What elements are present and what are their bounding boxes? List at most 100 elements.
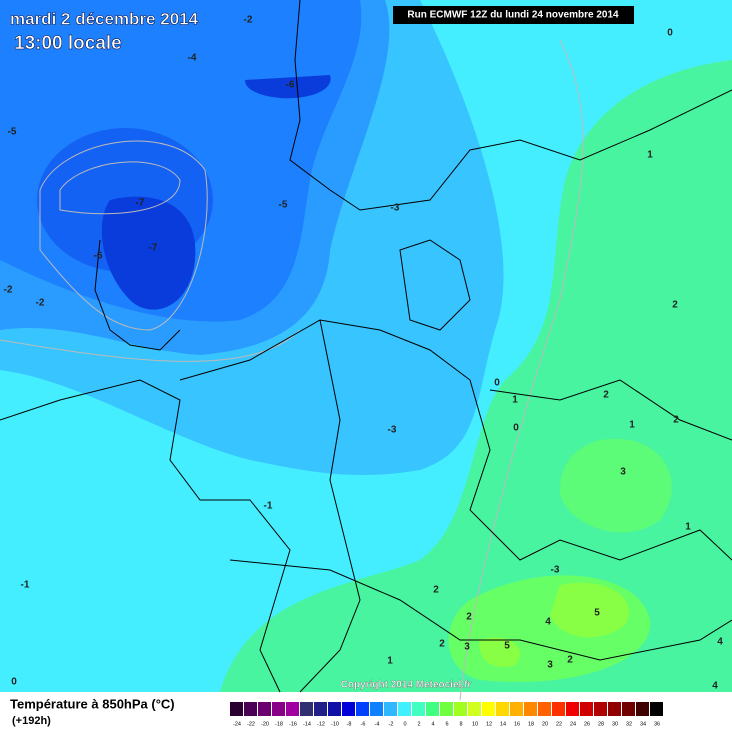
contour-label: 1 bbox=[685, 522, 691, 533]
scale-label: -24 bbox=[233, 721, 241, 727]
run-info: Run ECMWF 12Z du lundi 24 novembre 2014 bbox=[407, 10, 619, 21]
scale-label: -18 bbox=[275, 721, 283, 727]
contour-label: 1 bbox=[647, 150, 653, 161]
contour-label: 2 bbox=[603, 390, 609, 401]
contour-label: 2 bbox=[466, 612, 472, 623]
contour-label: 3 bbox=[547, 660, 553, 671]
contour-label: -4 bbox=[188, 53, 197, 64]
contour-label: -1 bbox=[21, 580, 30, 591]
contour-label: -2 bbox=[36, 298, 45, 309]
scale-swatch bbox=[454, 702, 467, 716]
scale-swatch bbox=[300, 702, 313, 716]
scale-label: -4 bbox=[375, 721, 380, 727]
scale-swatch bbox=[412, 702, 425, 716]
contour-label: 3 bbox=[620, 467, 626, 478]
scale-swatch bbox=[580, 702, 593, 716]
scale-label: 34 bbox=[640, 721, 646, 727]
scale-swatch bbox=[398, 702, 411, 716]
contour-label: 2 bbox=[439, 639, 445, 650]
legend-subtitle: (+192h) bbox=[12, 715, 51, 727]
contour-label: 5 bbox=[504, 641, 510, 652]
scale-label: 26 bbox=[584, 721, 590, 727]
contour-label: -6 bbox=[286, 80, 295, 91]
scale-swatch bbox=[384, 702, 397, 716]
contour-label: 0 bbox=[11, 677, 17, 688]
contour-label: -2 bbox=[4, 285, 13, 296]
contour-label: -2 bbox=[244, 15, 253, 26]
scale-swatch bbox=[608, 702, 621, 716]
scale-swatch bbox=[440, 702, 453, 716]
date-title: mardi 2 décembre 2014 bbox=[10, 9, 199, 28]
contour-label: 1 bbox=[629, 420, 635, 431]
contour-label: 5 bbox=[594, 608, 600, 619]
contour-label: 4 bbox=[545, 617, 551, 628]
scale-label: 28 bbox=[598, 721, 604, 727]
contour-label: -3 bbox=[388, 425, 397, 436]
scale-swatch bbox=[468, 702, 481, 716]
scale-swatch bbox=[370, 702, 383, 716]
contour-label: 0 bbox=[513, 423, 519, 434]
scale-label: -14 bbox=[303, 721, 311, 727]
scale-label: 6 bbox=[445, 721, 448, 727]
scale-swatch bbox=[314, 702, 327, 716]
scale-label: 32 bbox=[626, 721, 632, 727]
time-title: 13:00 locale bbox=[14, 33, 122, 54]
scale-swatch bbox=[328, 702, 341, 716]
scale-swatch bbox=[496, 702, 509, 716]
contour-label: 2 bbox=[567, 655, 573, 666]
scale-swatch bbox=[230, 702, 243, 716]
scale-swatch bbox=[622, 702, 635, 716]
scale-label: 16 bbox=[514, 721, 520, 727]
color-scale: -24 -22 -20 -18 -16 -14 -12 -10 -8 -6 -4 -2 0 2 4 6 8 10 1… bbox=[230, 702, 663, 727]
contour-label: -3 bbox=[551, 565, 560, 576]
scale-swatch bbox=[524, 702, 537, 716]
scale-label: 10 bbox=[472, 721, 478, 727]
scale-swatch bbox=[342, 702, 355, 716]
scale-swatch bbox=[244, 702, 257, 716]
scale-swatch bbox=[594, 702, 607, 716]
scale-label: -6 bbox=[361, 721, 366, 727]
scale-label: -2 bbox=[389, 721, 394, 727]
contour-labels: -2 -4 -5 -6 -7 -7 -6 -2 -2 -5 -3 0 1 2 0 1 2 0 1 2 -3 3 1 -1 -1 -… bbox=[4, 15, 724, 692]
scale-swatch bbox=[272, 702, 285, 716]
contour-label: -6 bbox=[94, 251, 103, 262]
contour-label: 0 bbox=[667, 28, 673, 39]
scale-label: 18 bbox=[528, 721, 534, 727]
scale-label: 8 bbox=[459, 721, 462, 727]
contour-label: -7 bbox=[136, 198, 145, 209]
contour-label: 1 bbox=[387, 656, 393, 667]
scale-label: 24 bbox=[570, 721, 576, 727]
scale-label: 12 bbox=[486, 721, 492, 727]
contour-label: 4 bbox=[717, 637, 723, 648]
scale-swatch bbox=[650, 702, 663, 716]
scale-label: -10 bbox=[331, 721, 339, 727]
run-box bbox=[393, 6, 634, 24]
scale-label: -8 bbox=[347, 721, 352, 727]
scale-label: 36 bbox=[654, 721, 660, 727]
contour-label: -7 bbox=[149, 243, 158, 254]
scale-swatch bbox=[482, 702, 495, 716]
scale-label: -12 bbox=[317, 721, 325, 727]
scale-label: 0 bbox=[403, 721, 406, 727]
scale-label: 30 bbox=[612, 721, 618, 727]
scale-swatch bbox=[258, 702, 271, 716]
scale-swatch bbox=[566, 702, 579, 716]
scale-label: -20 bbox=[261, 721, 269, 727]
contour-label: 2 bbox=[673, 415, 679, 426]
contour-label: -5 bbox=[279, 200, 288, 211]
scale-swatch bbox=[286, 702, 299, 716]
contour-label: 2 bbox=[672, 300, 678, 311]
scale-label: -22 bbox=[247, 721, 255, 727]
scale-swatch bbox=[552, 702, 565, 716]
scale-label: 20 bbox=[542, 721, 548, 727]
scale-label: -16 bbox=[289, 721, 297, 727]
copyright: Copyright 2014 Meteociel.fr bbox=[341, 680, 472, 691]
legend-title: Température à 850hPa (°C) bbox=[10, 696, 175, 711]
contour-label: -5 bbox=[8, 127, 17, 138]
map bbox=[0, 0, 732, 701]
scale-swatch bbox=[538, 702, 551, 716]
scale-label: 2 bbox=[417, 721, 420, 727]
scale-label: 4 bbox=[431, 721, 434, 727]
contour-label: 4 bbox=[712, 681, 718, 692]
